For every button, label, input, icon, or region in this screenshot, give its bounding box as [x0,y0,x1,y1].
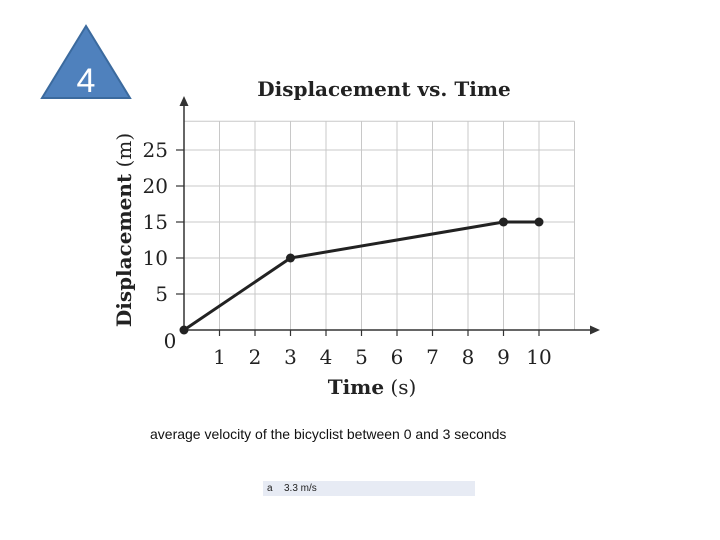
y-tick-label: 20 [143,174,168,198]
x-tick-label: 4 [320,345,333,369]
x-tick-label: 7 [426,345,439,369]
answer-letter: a [267,483,273,494]
x-axis-label-main: Time [328,375,384,399]
x-tick-label: 8 [462,345,475,369]
answer-value: 3.3 m/s [284,483,317,494]
y-axis-label-main: Displacement [112,173,136,327]
y-axis-arrow [179,96,189,106]
y-axis-label: Displacement (m) [112,133,136,327]
data-point [499,217,508,227]
displacement-line [183,220,539,332]
chart-series [179,217,544,335]
y-tick-label: 15 [143,210,168,234]
x-tick-label: 1 [213,345,226,369]
x-axis-arrow [590,325,600,335]
x-tick-label: 9 [497,345,510,369]
y-tick-label: 25 [143,138,168,162]
x-tick-label: 5 [355,345,368,369]
answer-option[interactable]: a 3.3 m/s [263,481,475,496]
x-tick-label: 6 [391,345,404,369]
y-axis-label-unit: (m) [112,133,136,168]
chart-axes [179,96,600,335]
data-point [534,217,544,227]
y-tick-label: 10 [143,246,168,270]
x-tick-label: 2 [249,345,262,369]
data-point [286,253,295,263]
chart-grid [184,120,575,330]
x-tick-label: 3 [284,345,297,369]
x-axis-label-unit: (s) [390,375,416,399]
question-text: average velocity of the bicyclist betwee… [150,426,507,442]
chart-title: Displacement vs. Time [257,77,510,101]
y-tick-label: 5 [155,282,168,306]
origin-label: 0 [164,329,177,353]
data-point [179,325,189,335]
x-tick-label: 10 [526,345,551,369]
slide-number-badge: 4 [40,24,132,100]
slide-number: 4 [77,62,96,100]
triangle-badge-shape [40,24,132,99]
x-axis-label: Time (s) [328,375,417,399]
